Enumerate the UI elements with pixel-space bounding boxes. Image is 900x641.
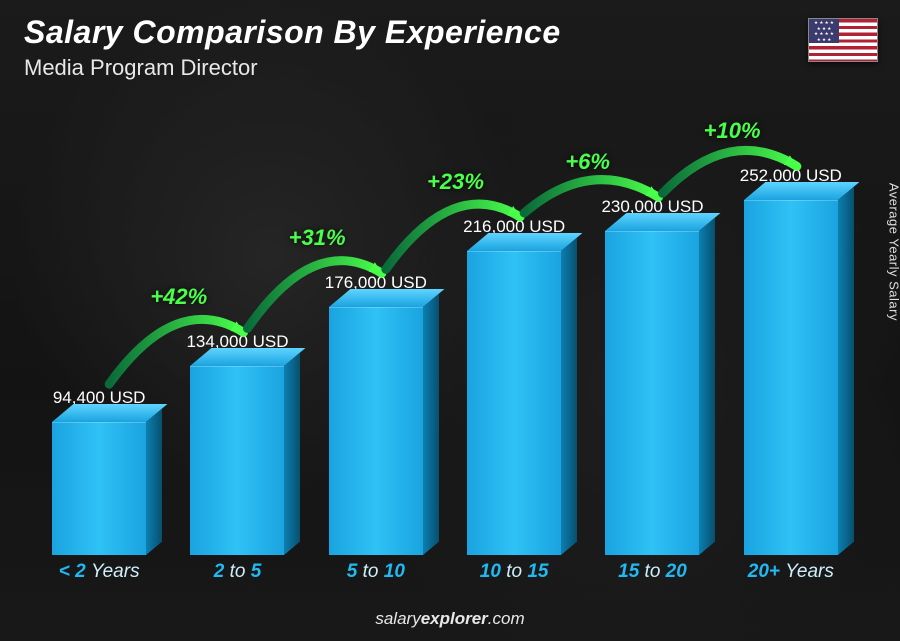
bar-slot: 134,000 USD 2 to 5 — [168, 332, 306, 555]
title-block: Salary Comparison By Experience Media Pr… — [24, 14, 561, 81]
bar-category-label: 15 to 20 — [583, 561, 721, 583]
chart-canvas: Salary Comparison By Experience Media Pr… — [0, 0, 900, 641]
pct-increase-label: +23% — [427, 169, 484, 195]
pct-increase-label: +42% — [150, 284, 207, 310]
bar — [52, 422, 146, 555]
chart-title: Salary Comparison By Experience — [24, 14, 561, 51]
chart-area: 94,400 USD < 2 Years 134,000 USD 2 to 5 … — [30, 101, 860, 581]
pct-increase-label: +6% — [565, 149, 610, 175]
y-axis-label: Average Yearly Salary — [887, 182, 900, 320]
bar-category-label: < 2 Years — [30, 561, 168, 583]
bar-category-label: 20+ Years — [722, 561, 860, 583]
bar-category-label: 5 to 10 — [307, 561, 445, 583]
bar-slot: 230,000 USD 15 to 20 — [583, 197, 721, 555]
chart-subtitle: Media Program Director — [24, 55, 561, 81]
bar — [467, 251, 561, 555]
bar-category-label: 2 to 5 — [168, 561, 306, 583]
bar-slot: 216,000 USD 10 to 15 — [445, 217, 583, 555]
bar — [605, 231, 699, 555]
pct-increase-label: +31% — [289, 225, 346, 251]
bar-category-label: 10 to 15 — [445, 561, 583, 583]
bar-slot: 94,400 USD < 2 Years — [30, 388, 168, 555]
footer-attribution: salaryexplorer.com — [0, 609, 900, 629]
footer-suffix: .com — [488, 609, 525, 628]
footer-prefix: salary — [375, 609, 420, 628]
bar — [190, 366, 284, 555]
country-flag-icon — [808, 18, 878, 62]
bar-slot: 252,000 USD 20+ Years — [722, 166, 860, 555]
bar — [329, 307, 423, 555]
bar — [744, 200, 838, 555]
bar-slot: 176,000 USD 5 to 10 — [307, 273, 445, 555]
pct-increase-label: +10% — [704, 118, 761, 144]
footer-bold: explorer — [421, 609, 488, 628]
